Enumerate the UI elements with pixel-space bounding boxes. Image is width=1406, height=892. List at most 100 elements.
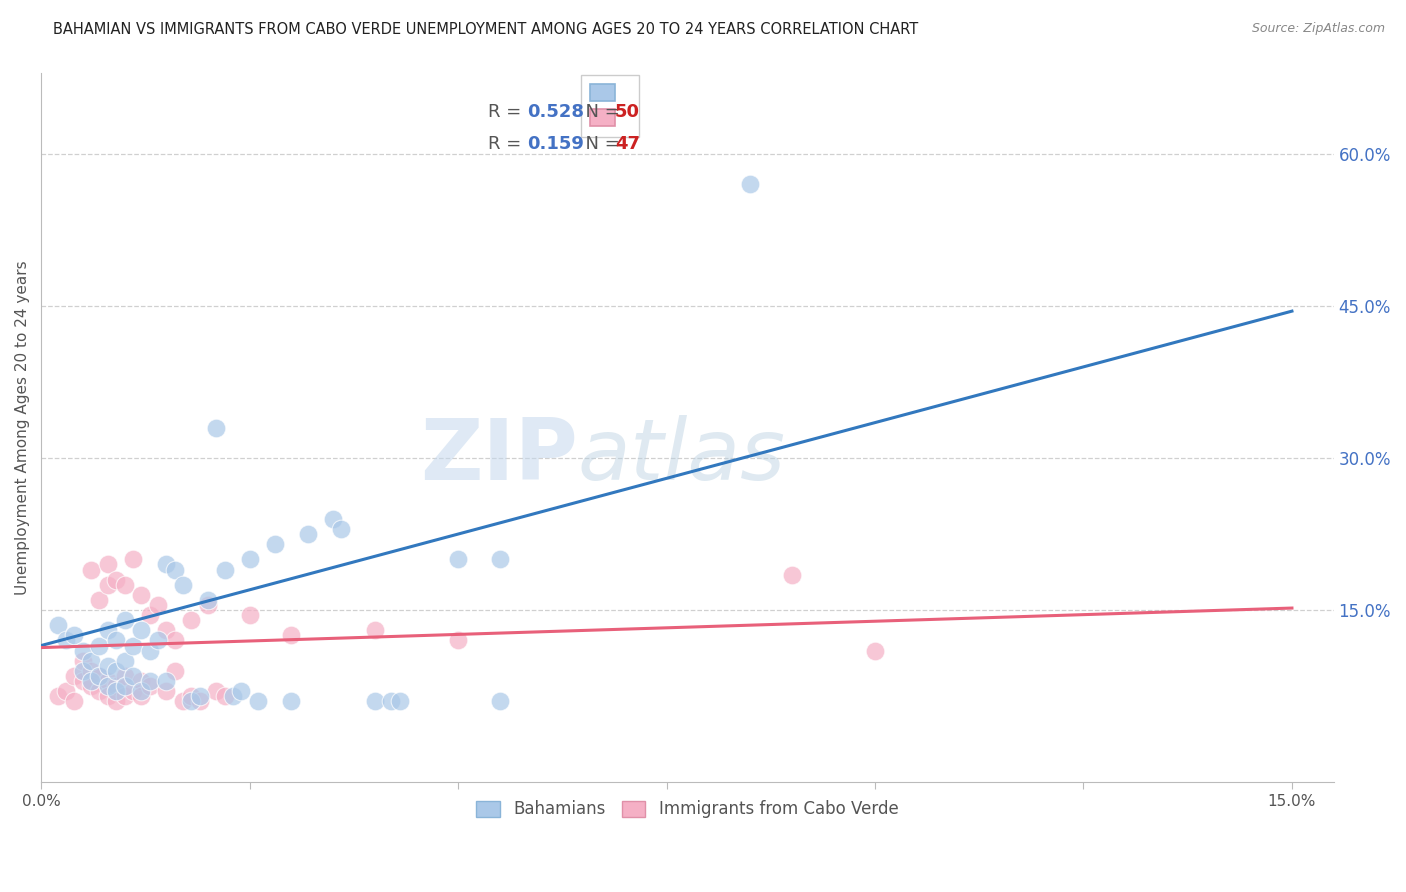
Point: [180, 690, 202, 704]
Point: [488, 552, 510, 566]
Point: [46, 690, 69, 704]
Point: [363, 624, 385, 638]
Point: [80, 673, 103, 688]
Point: [280, 628, 302, 642]
Point: [121, 639, 143, 653]
Point: [263, 537, 285, 551]
Text: 0.528: 0.528: [527, 103, 583, 121]
Point: [863, 643, 886, 657]
Point: [80, 664, 103, 678]
Point: [197, 598, 219, 612]
Point: [205, 684, 228, 698]
Point: [72, 673, 94, 688]
Point: [97, 558, 120, 572]
Point: [114, 578, 136, 592]
Legend: Bahamians, Immigrants from Cabo Verde: Bahamians, Immigrants from Cabo Verde: [470, 794, 905, 825]
Point: [239, 608, 262, 623]
Point: [146, 633, 169, 648]
Point: [114, 679, 136, 693]
Point: [63, 694, 86, 708]
Text: N =: N =: [574, 103, 626, 121]
Point: [89, 684, 111, 698]
Point: [447, 552, 470, 566]
Point: [105, 684, 128, 698]
Point: [97, 658, 120, 673]
Point: [129, 684, 152, 698]
Point: [121, 552, 143, 566]
Point: [214, 690, 236, 704]
Point: [146, 598, 169, 612]
Point: [297, 527, 319, 541]
Point: [738, 178, 761, 192]
Point: [97, 679, 120, 693]
Text: BAHAMIAN VS IMMIGRANTS FROM CABO VERDE UNEMPLOYMENT AMONG AGES 20 TO 24 YEARS CO: BAHAMIAN VS IMMIGRANTS FROM CABO VERDE U…: [53, 22, 918, 37]
Point: [155, 558, 177, 572]
Point: [114, 654, 136, 668]
Point: [180, 694, 202, 708]
Point: [172, 694, 194, 708]
Text: 0.159: 0.159: [527, 135, 583, 153]
Point: [129, 690, 152, 704]
Point: [89, 669, 111, 683]
Point: [163, 633, 186, 648]
Point: [97, 624, 120, 638]
Text: Source: ZipAtlas.com: Source: ZipAtlas.com: [1251, 22, 1385, 36]
Point: [780, 567, 803, 582]
Point: [138, 608, 160, 623]
Point: [105, 664, 128, 678]
Point: [188, 694, 211, 708]
Point: [129, 588, 152, 602]
Point: [330, 522, 353, 536]
Point: [63, 669, 86, 683]
Text: N =: N =: [574, 135, 626, 153]
Point: [129, 673, 152, 688]
Point: [163, 563, 186, 577]
Point: [114, 613, 136, 627]
Point: [63, 628, 86, 642]
Point: [155, 673, 177, 688]
Point: [239, 552, 262, 566]
Point: [80, 654, 103, 668]
Point: [105, 694, 128, 708]
Text: atlas: atlas: [578, 415, 786, 498]
Point: [388, 694, 411, 708]
Point: [105, 633, 128, 648]
Point: [80, 563, 103, 577]
Point: [72, 654, 94, 668]
Point: [89, 593, 111, 607]
Point: [205, 420, 228, 434]
Point: [105, 679, 128, 693]
Point: [231, 684, 253, 698]
Point: [447, 633, 470, 648]
Point: [138, 673, 160, 688]
Point: [105, 573, 128, 587]
Point: [322, 512, 344, 526]
Text: 50: 50: [614, 103, 640, 121]
Point: [138, 679, 160, 693]
Point: [97, 673, 120, 688]
Point: [488, 694, 510, 708]
Point: [55, 684, 77, 698]
Point: [80, 679, 103, 693]
Point: [72, 643, 94, 657]
Point: [129, 624, 152, 638]
Point: [97, 578, 120, 592]
Point: [121, 684, 143, 698]
Point: [155, 684, 177, 698]
Point: [172, 578, 194, 592]
Point: [163, 664, 186, 678]
Point: [155, 624, 177, 638]
Point: [55, 633, 77, 648]
Y-axis label: Unemployment Among Ages 20 to 24 years: Unemployment Among Ages 20 to 24 years: [15, 260, 30, 595]
Text: R =: R =: [488, 135, 527, 153]
Point: [197, 593, 219, 607]
Point: [222, 690, 245, 704]
Point: [180, 613, 202, 627]
Text: R =: R =: [488, 103, 527, 121]
Text: 47: 47: [614, 135, 640, 153]
Point: [114, 690, 136, 704]
Point: [121, 669, 143, 683]
Text: ZIP: ZIP: [420, 415, 578, 498]
Point: [363, 694, 385, 708]
Point: [246, 694, 269, 708]
